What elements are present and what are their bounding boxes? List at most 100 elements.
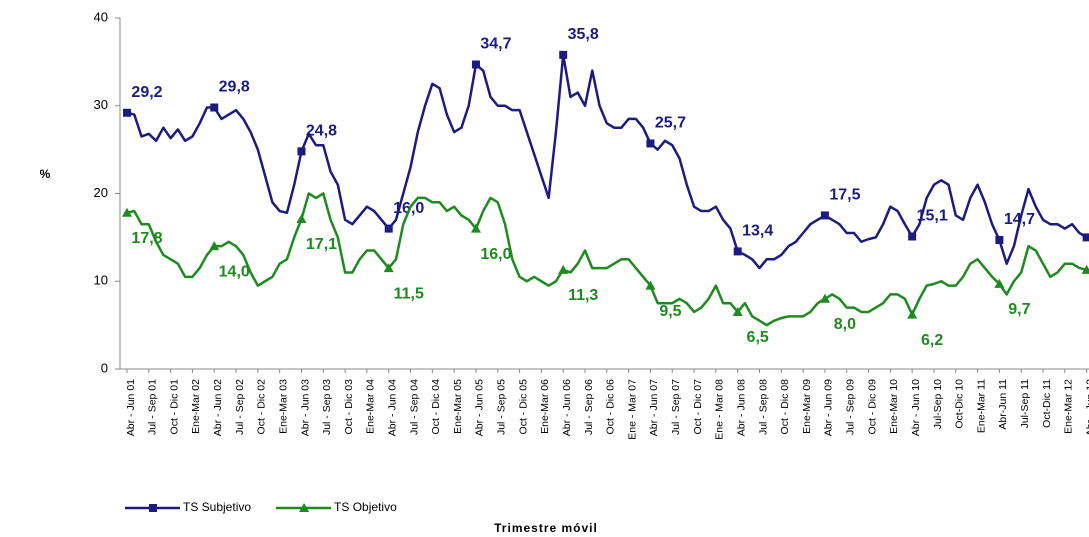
x-tick-label: Ene-Mar 06 [539, 379, 551, 434]
data-label: 24,8 [306, 123, 337, 140]
data-label: 6,5 [747, 329, 769, 346]
y-tick-label: 40 [94, 9, 108, 24]
x-tick-label: Ene-Mar 02 [190, 379, 202, 434]
data-label: 29,2 [131, 84, 162, 101]
data-point [297, 147, 306, 156]
series-line [126, 53, 1088, 270]
data-label: 9,5 [659, 303, 681, 320]
series-line [126, 192, 1087, 327]
data-label: 17,5 [829, 187, 860, 204]
data-point [123, 108, 131, 117]
x-tick-label: Jul - Sep 07 [670, 379, 682, 435]
data-point [1082, 233, 1089, 242]
x-tick-label: Oct - Dic 02 [256, 379, 268, 435]
x-tick-label: Oct - Dic 04 [430, 379, 442, 435]
legend-label: TS Subjetivo [183, 500, 251, 514]
data-label: 13,4 [742, 223, 773, 240]
data-label: 9,7 [1008, 301, 1030, 318]
x-tick-label: Ene-Mar 10 [888, 379, 900, 434]
legend-marker [299, 503, 310, 512]
data-label: 35,8 [568, 26, 599, 43]
data-point [645, 280, 656, 290]
data-label: 11,5 [394, 285, 424, 302]
x-tick-label: Jul - Sep 06 [583, 379, 595, 435]
y-tick-label: 0 [101, 360, 108, 375]
x-tick-label: Abr - Jun 09 [823, 379, 835, 436]
data-point [908, 232, 917, 241]
y-tick-label: 10 [94, 273, 108, 288]
x-tick-label: Abr - Jun 12 [1084, 379, 1089, 436]
data-point [559, 50, 568, 59]
data-point [122, 207, 132, 217]
data-label: 8,0 [834, 316, 856, 333]
x-tick-label: Oct - Dic 09 [866, 379, 878, 435]
legend-marker [149, 504, 157, 512]
x-tick-label: Oct - Dic 06 [605, 379, 617, 435]
x-tick-label: Ene - Mar 08 [714, 379, 726, 440]
data-label: 25,7 [655, 115, 686, 132]
x-tick-label: Oct - Dic 08 [779, 379, 791, 435]
data-label: 15,1 [917, 208, 948, 225]
x-tick-label: Abr - Jun 01 [125, 379, 137, 436]
data-label: 14,0 [219, 263, 250, 280]
data-point [558, 264, 569, 274]
data-point [470, 223, 481, 233]
x-tick-label: Ene - Mar 07 [626, 379, 638, 440]
data-point [994, 278, 1005, 288]
x-tick-label: Abr - Jun 05 [474, 379, 486, 436]
x-tick-label: Abr - Jun 10 [910, 379, 922, 436]
x-tick-label: Ene-Mar 09 [801, 379, 813, 434]
data-label: 29,8 [219, 79, 250, 96]
data-point [733, 247, 742, 256]
x-tick-label: Jul - Sep 02 [234, 379, 246, 435]
data-label: 34,7 [480, 36, 511, 53]
legend-label: TS Objetivo [334, 500, 397, 514]
data-point [1081, 264, 1089, 274]
data-point [383, 263, 394, 273]
x-tick-label: Oct - Dic 03 [343, 379, 355, 435]
x-tick-label: Abr - Jun 04 [387, 379, 399, 436]
x-tick-label: Ene-Mar 12 [1063, 379, 1075, 434]
x-axis-label: Trimestre móvil [494, 521, 598, 535]
data-point [819, 293, 830, 303]
x-tick-label: Oct-Dic 10 [954, 379, 966, 429]
data-label: 6,2 [921, 332, 943, 349]
x-tick-label: Abr-Jun 11 [997, 379, 1009, 430]
data-label: 14,7 [1004, 211, 1035, 228]
x-tick-label: Oct - Dic 07 [692, 379, 704, 435]
x-tick-label: Abr - Jun 08 [735, 379, 747, 436]
data-point [907, 309, 918, 319]
data-point [995, 236, 1004, 245]
x-tick-label: Oct - Dic 05 [517, 379, 529, 435]
x-tick-label: Jul - Sep 08 [757, 379, 769, 435]
data-point [209, 241, 220, 251]
y-tick-label: 30 [94, 97, 108, 112]
data-point [471, 60, 480, 69]
x-tick-label: Abr - Jun 02 [212, 379, 224, 436]
x-tick-label: Jul - Sep 05 [496, 379, 508, 435]
x-tick-label: Ene-Mar 04 [365, 379, 377, 434]
data-label: 11,3 [568, 287, 598, 304]
x-tick-label: Jul - Sep 01 [147, 379, 159, 435]
x-tick-label: Abr - Jun 03 [299, 379, 311, 436]
data-point [210, 103, 219, 112]
x-tick-label: Ene-Mar 05 [452, 379, 464, 434]
x-tick-label: Ene-Mar 11 [975, 379, 987, 433]
x-tick-label: Abr - Jun 07 [648, 379, 660, 436]
y-axis-label: % [40, 167, 51, 181]
x-tick-label: Abr - Jun 06 [561, 379, 573, 436]
x-tick-label: Jul-Sep 10 [932, 379, 944, 429]
x-tick-label: Oct - Dic 01 [168, 379, 180, 435]
x-tick-label: Oct-Dic 11 [1041, 379, 1053, 428]
data-point [732, 306, 743, 316]
x-tick-label: Ene-Mar 03 [277, 379, 289, 434]
x-tick-label: Jul-Sep 11 [1019, 379, 1031, 429]
data-point [646, 139, 655, 148]
data-point [384, 224, 393, 233]
x-tick-label: Jul - Sep 03 [321, 379, 333, 435]
data-label: 16,0 [480, 246, 511, 263]
x-tick-label: Jul - Sep 09 [845, 379, 857, 435]
data-label: 17,1 [306, 236, 337, 253]
